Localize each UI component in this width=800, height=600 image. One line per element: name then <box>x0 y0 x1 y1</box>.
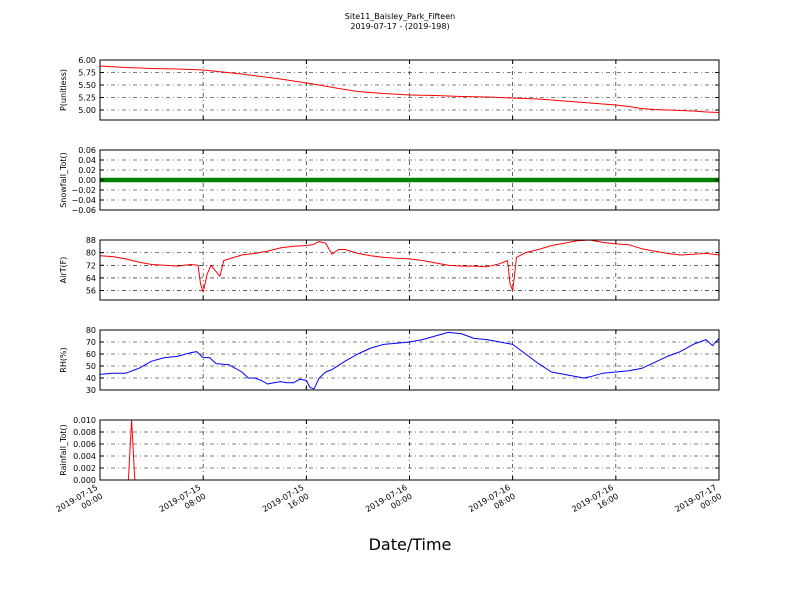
y-tick-label: 0.004 <box>73 452 96 461</box>
x-tick-label: 2019-07-1608:00 <box>467 483 517 523</box>
y-tick-label: 0.008 <box>73 428 96 437</box>
panel-4: 30 40 50 60 70 80 RH(%) <box>59 326 720 395</box>
y-tick-label: 0.000 <box>73 476 96 485</box>
y-tick-label: 0.06 <box>78 146 96 155</box>
y-tick-label: 88 <box>86 236 96 245</box>
x-tick-labels: 2019-07-1500:00 2019-07-1508:00 2019-07-15… <box>54 483 723 523</box>
panels: 5.005.255.505.756.00P(unitless)−0.06−0.0… <box>59 56 720 485</box>
y-tick-label: 5.25 <box>78 94 96 103</box>
x-tick-label: 2019-07-1508:00 <box>158 483 208 523</box>
x-tick-label: 2019-07-1600:00 <box>364 483 414 523</box>
y-axis-label: Snowfall_Tot() <box>59 152 68 208</box>
y-tick-label: 80 <box>86 249 96 258</box>
y-tick-label: 72 <box>86 261 96 270</box>
panel-1: 5.00 5.25 5.50 5.75 6.00 P(unitless) <box>59 56 720 121</box>
panel-3: 56 64 72 80 88 AirT(F) <box>59 236 720 301</box>
y-tick-label: 6.00 <box>78 56 96 65</box>
y-tick-label: 5.75 <box>78 69 96 78</box>
y-tick-label: 64 <box>86 274 96 283</box>
y-axis-label: RH(%) <box>59 347 68 372</box>
x-axis-label: Date/Time <box>369 535 452 554</box>
y-tick-label: 70 <box>86 338 96 347</box>
y-tick-label: 50 <box>86 362 96 371</box>
y-tick-label: 5.50 <box>78 81 96 90</box>
panel-5: 0.000 0.002 0.004 0.006 0.008 0.010 Rainfall_T… <box>59 416 720 485</box>
chart-title: Site11_Baisley_Park_Fifteen <box>345 12 455 21</box>
x-tick-label: 2019-07-1616:00 <box>570 483 620 523</box>
x-tick-label: 2019-07-1516:00 <box>261 483 311 523</box>
y-tick-label: 0.002 <box>73 464 96 473</box>
y-tick-label: 5.00 <box>78 106 96 115</box>
series-line <box>99 331 720 390</box>
y-axis-label: AirT(F) <box>59 257 68 284</box>
y-axis-label: Rainfall_Tot() <box>59 424 68 476</box>
y-tick-label: 60 <box>86 350 96 359</box>
y-tick-label: 30 <box>86 386 96 395</box>
chart-subtitle: 2019-07-17 - (2019-198) <box>350 22 449 31</box>
y-tick-label: −0.06 <box>71 206 96 215</box>
y-tick-label: −0.04 <box>71 196 96 205</box>
y-tick-label: 56 <box>86 287 96 296</box>
y-tick-label: 0.006 <box>73 440 96 449</box>
y-tick-label: −0.02 <box>71 186 96 195</box>
y-tick-label: 0.010 <box>73 416 96 425</box>
panel-2: −0.06−0.04−0.020.000.020.040.06 Snowfall_… <box>59 146 720 215</box>
series-line <box>99 65 720 113</box>
y-tick-label: 0.02 <box>78 166 96 175</box>
x-tick-label: 2019-07-1500:00 <box>54 483 104 523</box>
x-tick-label: 2019-07-1700:00 <box>673 483 723 523</box>
y-tick-label: 0.00 <box>78 176 96 185</box>
y-tick-label: 0.04 <box>78 156 96 165</box>
y-tick-label: 40 <box>86 374 96 383</box>
y-axis-label: P(unitless) <box>59 69 68 111</box>
y-tick-label: 80 <box>86 326 96 335</box>
